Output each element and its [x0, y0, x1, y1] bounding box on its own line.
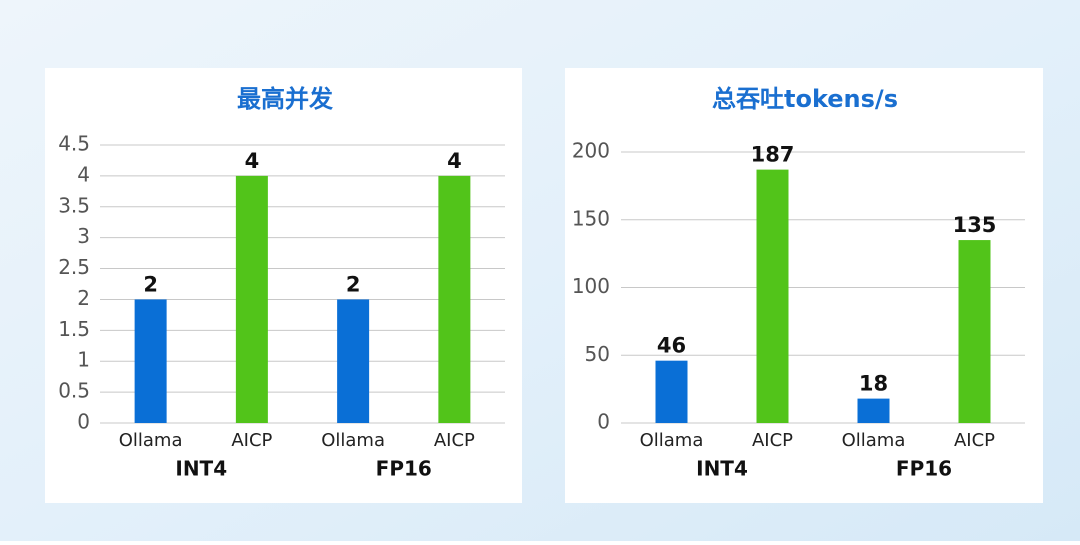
bar: [235, 175, 268, 423]
bar: [134, 299, 167, 423]
x-tick-label: Ollama: [640, 430, 704, 451]
y-tick-label: 150: [572, 206, 610, 230]
y-tick-label: 50: [585, 342, 610, 366]
bar: [655, 360, 688, 423]
y-tick-label: 2.5: [58, 255, 90, 279]
y-tick-label: 0: [597, 410, 610, 434]
value-label: 4: [245, 149, 260, 173]
x-tick-label: Ollama: [842, 430, 906, 451]
y-tick-label: 0: [77, 410, 90, 434]
chart-title: 总吞吐tokens/s: [712, 85, 898, 113]
x-tick-label: AICP: [954, 430, 995, 451]
bar: [438, 175, 471, 423]
bar: [958, 240, 991, 423]
x-tick-label: AICP: [752, 430, 793, 451]
group-label: FP16: [376, 457, 432, 481]
bar: [337, 299, 370, 423]
group-label: FP16: [896, 457, 952, 481]
y-tick-label: 1.5: [58, 317, 90, 341]
y-tick-label: 0.5: [58, 379, 90, 403]
y-tick-label: 4.5: [58, 132, 90, 156]
value-label: 2: [143, 272, 158, 296]
bar: [857, 398, 890, 423]
value-label: 18: [859, 372, 888, 396]
group-label: INT4: [175, 457, 227, 481]
x-tick-label: Ollama: [321, 430, 385, 451]
y-tick-label: 2: [77, 286, 90, 310]
y-tick-label: 1: [77, 348, 90, 372]
y-tick-label: 200: [572, 139, 610, 163]
y-tick-label: 3: [77, 224, 90, 248]
value-label: 2: [346, 272, 361, 296]
value-label: 4: [447, 149, 462, 173]
chart-title: 最高并发: [237, 85, 333, 113]
bar: [756, 169, 789, 423]
x-tick-label: AICP: [231, 430, 272, 451]
y-tick-label: 4: [77, 162, 90, 186]
y-tick-label: 3.5: [58, 193, 90, 217]
value-label: 187: [751, 143, 795, 167]
value-label: 135: [953, 213, 997, 237]
group-label: INT4: [696, 457, 748, 481]
x-tick-label: AICP: [434, 430, 475, 451]
y-tick-label: 100: [572, 274, 610, 298]
x-tick-label: Ollama: [119, 430, 183, 451]
value-label: 46: [657, 334, 686, 358]
